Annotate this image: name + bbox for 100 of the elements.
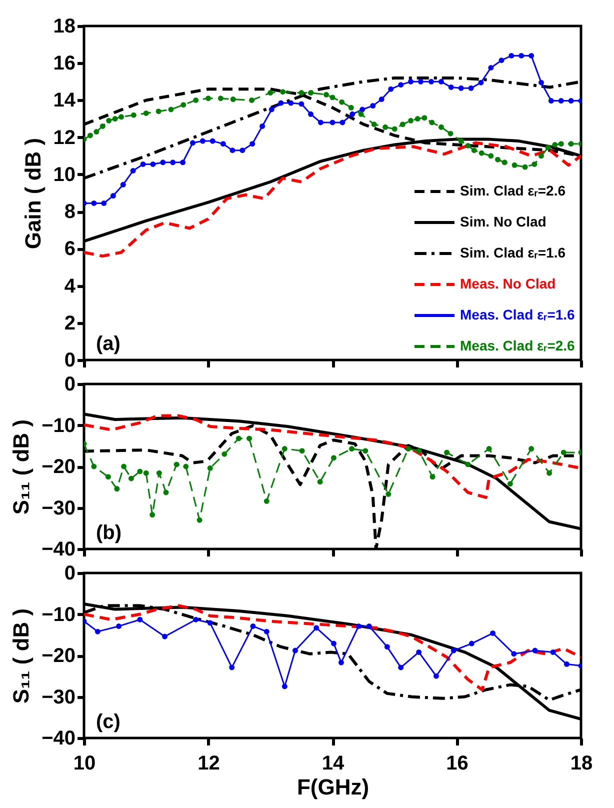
point — [444, 450, 450, 456]
line-series — [84, 414, 581, 499]
x-tick-label: 16 — [446, 752, 468, 774]
point — [292, 648, 298, 654]
point — [468, 85, 474, 91]
point — [160, 160, 166, 166]
point — [118, 114, 124, 120]
point — [268, 90, 274, 96]
point — [112, 116, 118, 122]
point — [299, 448, 305, 454]
point — [458, 138, 464, 144]
point — [121, 464, 126, 470]
legend-label: Meas. Clad εᵣ=2.6 — [460, 338, 576, 354]
point — [507, 481, 513, 487]
point — [250, 141, 256, 147]
point — [416, 448, 422, 454]
point — [386, 491, 392, 497]
point — [106, 118, 112, 124]
point — [511, 651, 517, 657]
point — [366, 623, 372, 629]
point — [264, 498, 270, 504]
point — [240, 148, 246, 154]
y-axis-title: S₁₁ ( dB ) — [8, 608, 34, 704]
point — [471, 148, 477, 154]
legend-label: Sim. Clad εᵣ=2.6 — [460, 182, 566, 198]
point — [458, 85, 464, 91]
point — [416, 649, 422, 655]
point — [568, 141, 574, 147]
point — [528, 446, 534, 452]
point — [350, 111, 356, 117]
point — [318, 120, 324, 126]
point — [488, 153, 494, 159]
point — [528, 52, 534, 58]
point — [308, 90, 314, 96]
point — [398, 664, 404, 670]
legend-label: Sim. Clad εᵣ=1.6 — [460, 244, 566, 260]
line-series — [84, 141, 581, 258]
point — [382, 124, 388, 130]
point — [218, 96, 224, 102]
point — [450, 648, 456, 654]
point — [116, 623, 122, 629]
point — [236, 436, 242, 442]
point — [137, 616, 143, 622]
point — [317, 479, 323, 484]
y-tick-label: 4 — [64, 275, 76, 298]
point — [370, 103, 376, 109]
point — [183, 464, 189, 470]
point — [156, 470, 162, 476]
y-tick-label: 0 — [64, 350, 76, 372]
point — [340, 120, 346, 126]
point — [448, 84, 454, 90]
point — [91, 200, 97, 206]
point — [156, 108, 162, 114]
point — [190, 140, 196, 146]
point — [430, 474, 436, 480]
legend-label: Meas. No Clad — [460, 276, 556, 292]
y-tick-label: 12 — [53, 126, 76, 149]
point — [298, 90, 304, 96]
point — [180, 102, 186, 108]
point — [249, 97, 254, 103]
point — [150, 162, 156, 167]
point — [356, 623, 362, 629]
x-tick-label: 14 — [322, 752, 345, 774]
point — [532, 162, 538, 167]
point — [230, 96, 236, 102]
point — [518, 52, 524, 58]
point — [137, 468, 143, 474]
y-tick-label: 6 — [64, 238, 76, 260]
point — [278, 100, 284, 106]
point — [548, 98, 554, 104]
point — [465, 142, 471, 148]
point — [532, 648, 538, 654]
point — [100, 123, 106, 129]
point — [207, 620, 213, 626]
y-tick-label: −10 — [42, 604, 76, 626]
x-axis-title: F(GHz) — [296, 774, 370, 800]
point — [94, 129, 100, 134]
point — [349, 446, 354, 452]
point — [331, 455, 336, 461]
point — [422, 115, 428, 121]
point — [114, 486, 120, 492]
point — [490, 630, 496, 636]
line-series — [84, 52, 581, 206]
point — [282, 684, 288, 690]
point — [558, 141, 564, 147]
point — [268, 106, 274, 112]
y-tick-label: 8 — [64, 201, 76, 224]
point — [550, 649, 556, 655]
x-tick-label: 12 — [198, 752, 220, 774]
point — [170, 160, 176, 166]
point — [330, 120, 336, 126]
point — [438, 78, 444, 84]
y-tick-label: 0 — [64, 562, 76, 584]
point — [207, 465, 213, 471]
point — [408, 78, 414, 84]
point — [498, 58, 504, 64]
point — [384, 644, 390, 650]
y-axis-title: S₁₁ ( dB ) — [8, 419, 34, 515]
point — [222, 451, 228, 457]
y-tick-label: 16 — [53, 52, 76, 75]
